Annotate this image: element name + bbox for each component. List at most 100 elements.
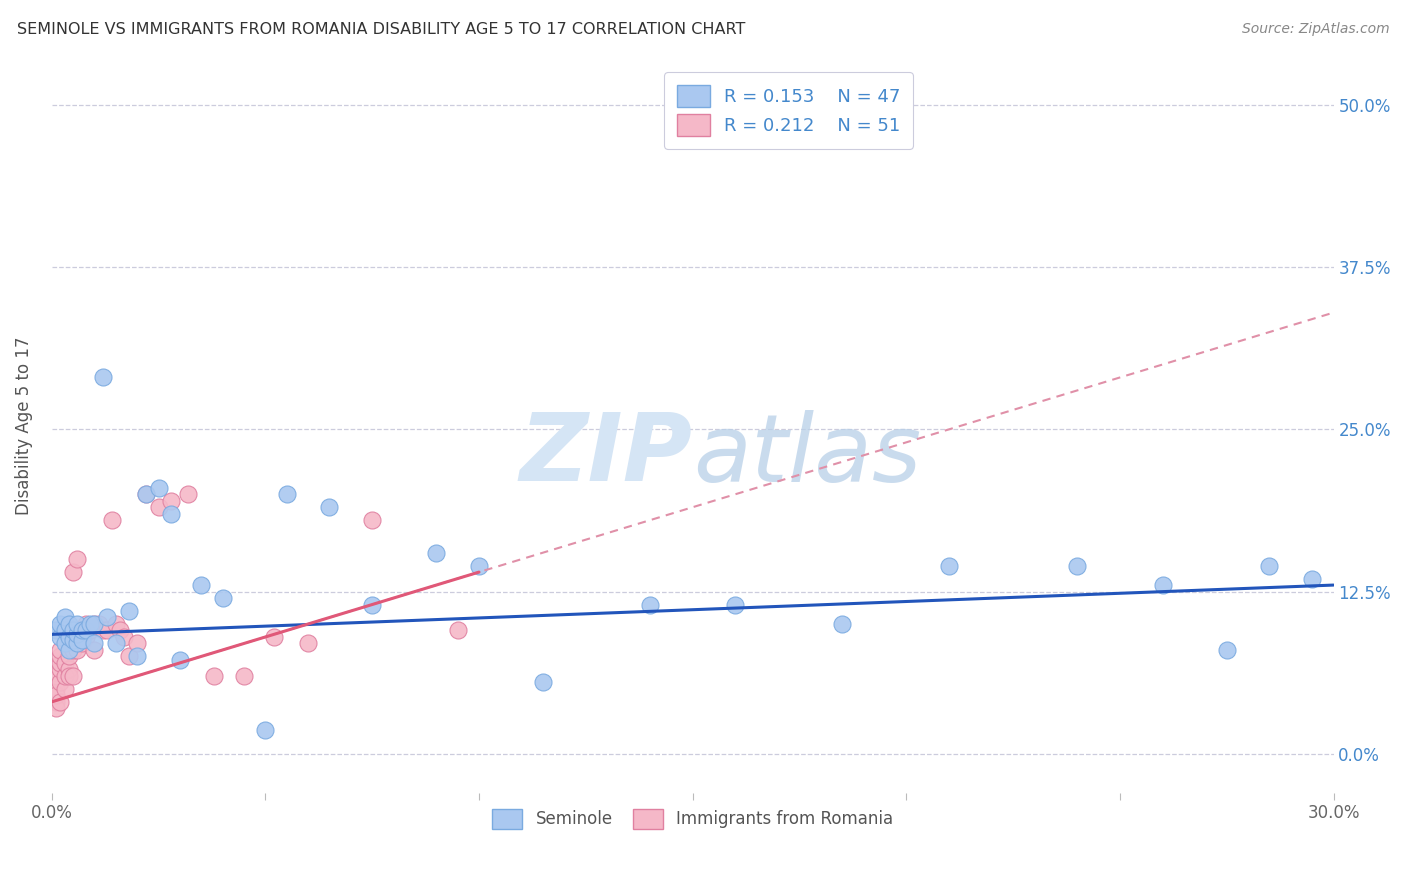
- Y-axis label: Disability Age 5 to 17: Disability Age 5 to 17: [15, 337, 32, 516]
- Point: [468, 558, 491, 573]
- Point: [1215, 643, 1237, 657]
- Point: [58, 643, 80, 657]
- Point: [531, 675, 554, 690]
- Point: [49, 630, 72, 644]
- Point: [160, 507, 183, 521]
- Point: [45, 669, 67, 683]
- Point: [58, 649, 80, 664]
- Point: [211, 591, 233, 605]
- Point: [66, 627, 89, 641]
- Point: [177, 487, 200, 501]
- Point: [45, 701, 67, 715]
- Point: [127, 636, 149, 650]
- Point: [254, 723, 277, 738]
- Point: [53, 636, 76, 650]
- Point: [276, 487, 298, 501]
- Point: [263, 630, 285, 644]
- Legend: Seminole, Immigrants from Romania: Seminole, Immigrants from Romania: [485, 802, 900, 836]
- Point: [75, 617, 97, 632]
- Point: [104, 617, 127, 632]
- Point: [127, 649, 149, 664]
- Point: [66, 617, 89, 632]
- Point: [45, 624, 67, 638]
- Point: [83, 617, 105, 632]
- Point: [49, 649, 72, 664]
- Point: [66, 630, 89, 644]
- Point: [49, 662, 72, 676]
- Point: [70, 624, 93, 638]
- Point: [361, 598, 384, 612]
- Point: [79, 624, 101, 638]
- Point: [318, 500, 340, 515]
- Text: Source: ZipAtlas.com: Source: ZipAtlas.com: [1241, 22, 1389, 37]
- Point: [75, 624, 97, 638]
- Point: [62, 636, 84, 650]
- Point: [831, 617, 853, 632]
- Point: [638, 598, 661, 612]
- Point: [53, 610, 76, 624]
- Point: [1066, 558, 1088, 573]
- Text: ZIP: ZIP: [520, 409, 693, 501]
- Point: [104, 636, 127, 650]
- Point: [108, 624, 131, 638]
- Point: [1301, 572, 1323, 586]
- Point: [83, 617, 105, 632]
- Point: [938, 558, 960, 573]
- Point: [135, 487, 157, 501]
- Point: [45, 695, 67, 709]
- Point: [62, 624, 84, 638]
- Point: [1152, 578, 1174, 592]
- Point: [361, 513, 384, 527]
- Point: [53, 681, 76, 696]
- Point: [70, 624, 93, 638]
- Point: [53, 656, 76, 670]
- Point: [49, 617, 72, 632]
- Point: [79, 617, 101, 632]
- Point: [118, 604, 141, 618]
- Point: [160, 493, 183, 508]
- Point: [83, 636, 105, 650]
- Text: SEMINOLE VS IMMIGRANTS FROM ROMANIA DISABILITY AGE 5 TO 17 CORRELATION CHART: SEMINOLE VS IMMIGRANTS FROM ROMANIA DISA…: [17, 22, 745, 37]
- Point: [91, 624, 114, 638]
- Point: [49, 695, 72, 709]
- Point: [45, 681, 67, 696]
- Point: [58, 617, 80, 632]
- Point: [202, 669, 225, 683]
- Point: [100, 513, 122, 527]
- Point: [1258, 558, 1281, 573]
- Point: [58, 669, 80, 683]
- Point: [112, 630, 135, 644]
- Point: [190, 578, 212, 592]
- Point: [169, 653, 191, 667]
- Text: atlas: atlas: [693, 410, 921, 501]
- Point: [724, 598, 747, 612]
- Point: [70, 636, 93, 650]
- Point: [148, 500, 170, 515]
- Point: [70, 632, 93, 647]
- Point: [45, 689, 67, 703]
- Point: [91, 370, 114, 384]
- Point: [62, 632, 84, 647]
- Point: [58, 662, 80, 676]
- Point: [83, 643, 105, 657]
- Point: [446, 624, 468, 638]
- Point: [96, 624, 118, 638]
- Point: [87, 617, 110, 632]
- Point: [297, 636, 319, 650]
- Point: [135, 487, 157, 501]
- Point: [233, 669, 256, 683]
- Point: [49, 656, 72, 670]
- Point: [425, 546, 447, 560]
- Point: [49, 643, 72, 657]
- Point: [148, 481, 170, 495]
- Point: [58, 630, 80, 644]
- Point: [66, 552, 89, 566]
- Point: [53, 669, 76, 683]
- Point: [75, 630, 97, 644]
- Point: [118, 649, 141, 664]
- Point: [62, 643, 84, 657]
- Point: [49, 675, 72, 690]
- Point: [66, 643, 89, 657]
- Point: [62, 565, 84, 579]
- Point: [96, 610, 118, 624]
